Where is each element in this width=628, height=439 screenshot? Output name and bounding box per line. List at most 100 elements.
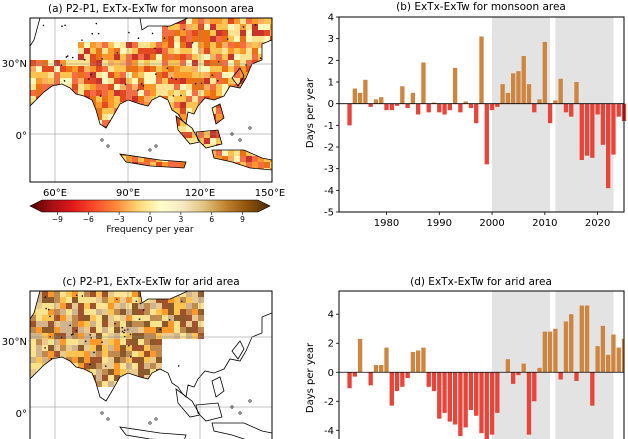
anomaly-cell [108, 327, 114, 333]
bar [347, 372, 352, 389]
anomaly-cell [60, 321, 66, 327]
bar [521, 56, 526, 104]
colorbar-tick-label: 9 [240, 215, 245, 224]
y-tick-label: -3 [324, 164, 334, 175]
bar [595, 103, 600, 115]
anomaly-cell [78, 84, 84, 90]
bar [558, 78, 563, 104]
anomaly-cell [174, 78, 180, 84]
anomaly-cell [252, 42, 258, 48]
anomaly-cell [60, 72, 66, 78]
anomaly-cell [36, 60, 42, 66]
anomaly-cell [36, 339, 42, 345]
bar [542, 41, 547, 104]
anomaly-cell [108, 84, 114, 90]
anomaly-cell [108, 309, 114, 315]
anomaly-cell [192, 321, 198, 327]
anomaly-cell [222, 72, 228, 78]
anomaly-cell [180, 90, 186, 96]
anomaly-cell [156, 84, 162, 90]
bar [442, 103, 447, 115]
anomaly-cell [180, 30, 186, 36]
anomaly-cell [114, 291, 120, 297]
bar [458, 103, 463, 113]
anomaly-cell [96, 66, 102, 72]
anomaly-cell [168, 78, 174, 84]
anomaly-cell [120, 345, 126, 351]
anomaly-cell [66, 357, 72, 363]
anomaly-cell [240, 78, 246, 84]
anomaly-cell [222, 78, 228, 84]
anomaly-cell [222, 66, 228, 72]
anomaly-cell [54, 72, 60, 78]
anomaly-cell [72, 315, 78, 321]
anomaly-cell [60, 315, 66, 321]
anomaly-cell [84, 363, 90, 369]
anomaly-cell [102, 108, 108, 114]
anomaly-cell [222, 54, 228, 60]
bar [437, 103, 442, 113]
anomaly-cell [192, 72, 198, 78]
y-tick-label: 4 [328, 310, 334, 321]
significance-dot [140, 83, 143, 85]
bar [505, 359, 511, 373]
anomaly-cell [102, 114, 108, 120]
anomaly-cell [72, 339, 78, 345]
anomaly-cell [144, 48, 150, 54]
anomaly-cell [162, 36, 168, 42]
anomaly-cell [66, 291, 72, 297]
anomaly-cell [264, 24, 270, 30]
bar [416, 103, 421, 115]
anomaly-cell [102, 303, 108, 309]
anomaly-cell [144, 339, 150, 345]
anomaly-cell [114, 339, 120, 345]
anomaly-cell [168, 60, 174, 66]
anomaly-cell [198, 60, 204, 66]
anomaly-cell [66, 333, 72, 339]
anomaly-cell [48, 291, 54, 297]
anomaly-cell [168, 84, 174, 90]
anomaly-cell [198, 315, 204, 321]
anomaly-cell [102, 309, 108, 315]
anomaly-cell [270, 24, 272, 30]
anomaly-cell [222, 48, 228, 54]
significance-dot [128, 31, 130, 34]
anomaly-cell [264, 18, 270, 24]
anomaly-cell [216, 102, 222, 108]
anomaly-cell [90, 60, 96, 66]
anomaly-cell [120, 96, 126, 102]
map-a-lat-label-30n: 30°N [2, 59, 27, 70]
bar [606, 354, 611, 373]
anomaly-cell [96, 297, 102, 303]
anomaly-cell [192, 24, 198, 30]
anomaly-cell [156, 321, 162, 327]
anomaly-cell [174, 60, 180, 66]
anomaly-cell [126, 351, 132, 357]
anomaly-cell [162, 72, 168, 78]
anomaly-cell [36, 309, 42, 315]
anomaly-cell [186, 291, 192, 297]
anomaly-cell [90, 351, 96, 357]
anomaly-cell [240, 42, 246, 48]
anomaly-cell [138, 321, 144, 327]
anomaly-cell [120, 315, 126, 321]
anomaly-cell [144, 60, 150, 66]
anomaly-cell [108, 48, 114, 54]
anomaly-cell [186, 102, 192, 108]
anomaly-cell [90, 66, 96, 72]
anomaly-cell [174, 30, 180, 36]
anomaly-cell [156, 333, 162, 339]
anomaly-cell [174, 162, 180, 168]
anomaly-cell [192, 291, 198, 297]
anomaly-cell [132, 339, 138, 345]
coastline [195, 129, 223, 149]
anomaly-cell [84, 42, 90, 48]
anomaly-cell [108, 297, 114, 303]
anomaly-cell [84, 90, 90, 96]
anomaly-cell [192, 138, 198, 144]
anomaly-cell [102, 96, 108, 102]
anomaly-cell [120, 60, 126, 66]
bar [379, 97, 384, 104]
anomaly-cell [108, 54, 114, 60]
bar-panel-d: (d) ExTx-ExTw for arid area Days per yea… [305, 276, 625, 439]
